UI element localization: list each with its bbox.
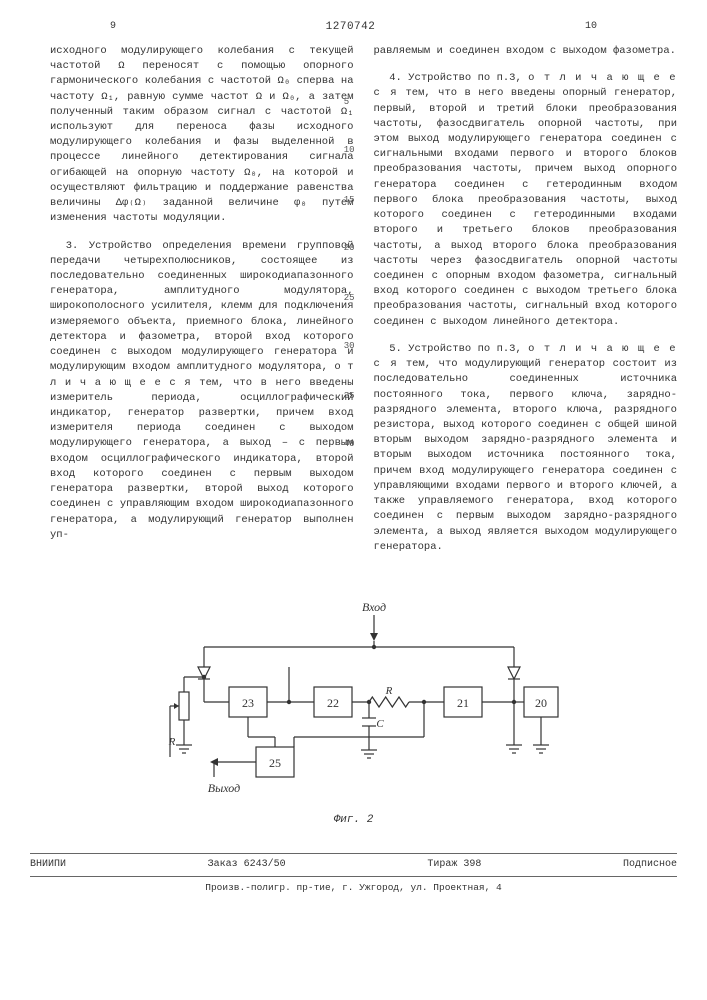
left-column: исходного модулирующего колебания с теку… [50, 44, 354, 567]
para2-lead: 4. Устройство по п.3, [389, 72, 528, 84]
svg-text:R: R [167, 736, 175, 748]
right-para-1: равляемым и соединен входом с выходом фа… [374, 44, 678, 59]
imprint-tirazh: Тираж 398 [427, 858, 481, 873]
imprint-line: ВНИИПИ Заказ 6243/50 Тираж 398 Подписное [30, 853, 677, 878]
para3-rest: тем, что модулирующий генератор состоит … [374, 358, 678, 553]
imprint-address: Произв.-полигр. пр-тие, г. Ужгород, ул. … [30, 881, 677, 895]
imprint-sign: Подписное [623, 858, 677, 873]
svg-text:20: 20 [535, 696, 547, 710]
two-column-text: 5 10 15 20 25 30 35 40 исходного модулирующего … [30, 44, 677, 567]
line-marker: 10 [344, 144, 355, 157]
svg-text:Выход: Выход [207, 781, 239, 795]
figure-caption: Фиг. 2 [30, 813, 677, 829]
svg-text:R: R [384, 685, 392, 697]
line-marker: 40 [344, 438, 355, 451]
right-para-3: 5. Устройство по п.3, о т л и ч а ю щ е … [374, 342, 678, 555]
schematic-svg: Вход 23 R 22 R C 21 20 25 Выход [144, 597, 564, 807]
right-para-2: 4. Устройство по п.3, о т л и ч а ю щ е … [374, 71, 678, 330]
left-para-2: 3. Устройство определения времени группо… [50, 239, 354, 543]
para2-rest: тем, что в него введены опорный генерато… [374, 87, 678, 327]
svg-text:22: 22 [327, 696, 339, 710]
svg-text:23: 23 [242, 696, 254, 710]
line-marker: 35 [344, 390, 355, 403]
line-marker: 20 [344, 242, 355, 255]
circuit-diagram: Вход 23 R 22 R C 21 20 25 Выход Фиг. 2 [30, 597, 677, 829]
line-marker: 15 [344, 194, 355, 207]
right-column: равляемым и соединен входом с выходом фа… [374, 44, 678, 567]
document-number: 1270742 [326, 20, 376, 36]
para3-lead: 5. Устройство по п.3, [389, 343, 528, 355]
page-number-right: 10 [585, 20, 677, 36]
line-marker: 5 [344, 96, 349, 109]
page-number-left: 9 [30, 20, 116, 36]
svg-text:C: C [376, 718, 384, 730]
left-para-1: исходного модулирующего колебания с теку… [50, 44, 354, 227]
imprint-order: Заказ 6243/50 [208, 858, 286, 873]
svg-text:25: 25 [269, 756, 281, 770]
line-marker: 25 [344, 292, 355, 305]
svg-text:21: 21 [457, 696, 469, 710]
svg-text:Вход: Вход [361, 600, 385, 614]
imprint-org: ВНИИПИ [30, 858, 66, 873]
line-marker: 30 [344, 340, 355, 353]
page-header: 9 1270742 10 [30, 20, 677, 36]
